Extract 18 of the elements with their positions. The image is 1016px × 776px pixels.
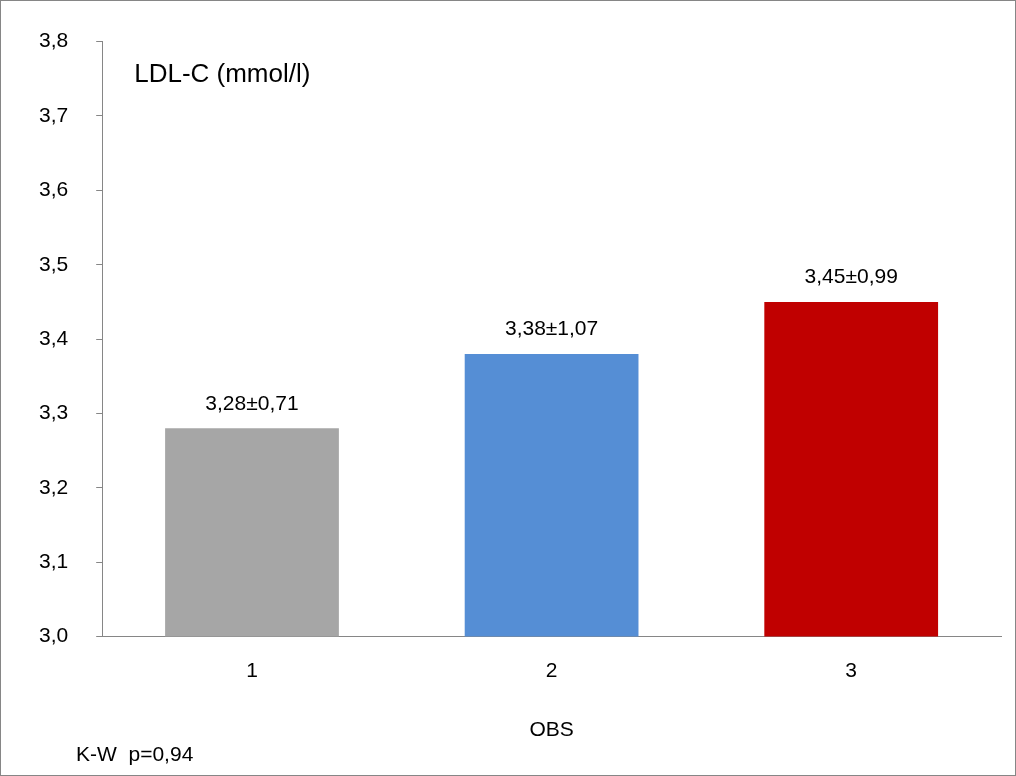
y-tick-label: 3,8 — [38, 28, 69, 52]
data-label: 3,45±0,99 — [804, 264, 898, 288]
text: K-W p=0,94 — [76, 741, 194, 765]
y-tick-label: 3,2 — [38, 474, 69, 498]
y-tick-label: 3,3 — [38, 400, 69, 424]
text: LDL-C (mmol/l) — [134, 57, 311, 88]
x-axis-title: OBS — [529, 717, 574, 741]
y-tick-label: 3,7 — [38, 102, 69, 126]
data-label: 3,38±1,07 — [504, 316, 599, 340]
y-tick-label: 3,1 — [38, 549, 69, 573]
x-tick-label: 1 — [246, 658, 258, 681]
y-tick-label: 3,6 — [38, 177, 69, 201]
y-tick-label: 3,0 — [38, 623, 69, 647]
y-tick-label: 3,4 — [38, 325, 69, 349]
x-tick-label: 2 — [545, 658, 558, 681]
x-tick-label: 3 — [845, 658, 858, 681]
y-tick-label: 3,5 — [38, 251, 69, 275]
data-label: 3,28±0,71 — [205, 390, 299, 414]
